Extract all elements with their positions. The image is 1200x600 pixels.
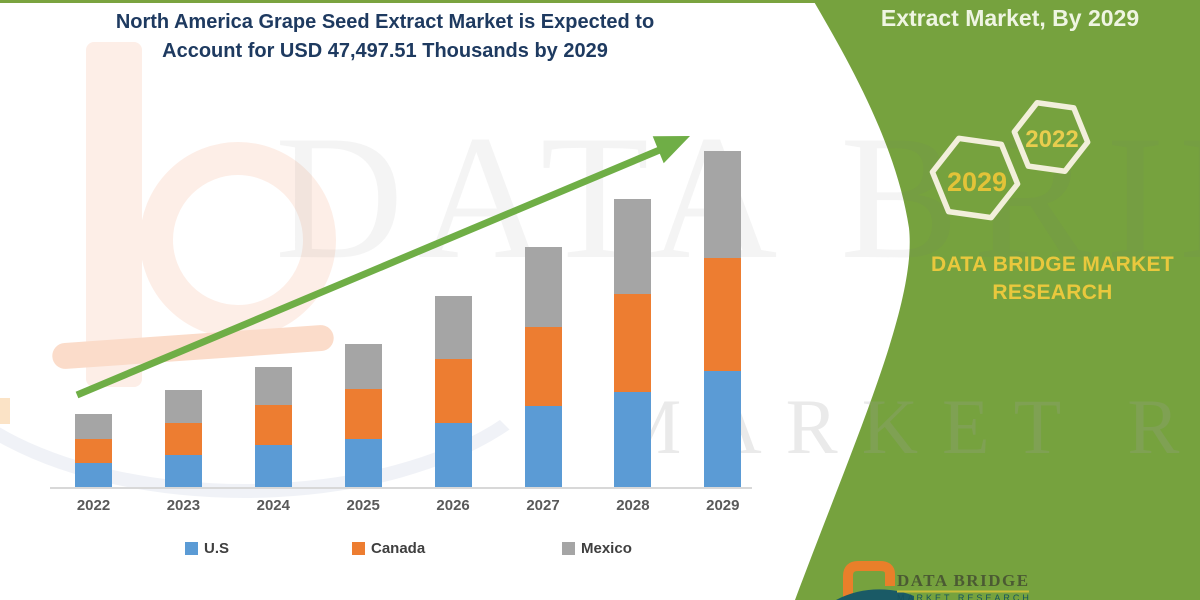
bar-segment-us-2024 — [254, 445, 292, 488]
brand-text: DATA BRIDGE MARKET RESEARCH — [920, 251, 1185, 307]
bar-segment-canada-2022 — [75, 439, 112, 463]
top-border-strip — [0, 0, 1200, 3]
logo-title: DATA BRIDGE — [897, 571, 1030, 590]
bar-segment-mexico-2024 — [254, 367, 292, 405]
bar-segment-mexico-2022 — [75, 414, 112, 439]
panel-heading: Extract Market, By 2029 — [880, 5, 1140, 31]
logo-subtitle: MARKET RESEARCH — [897, 593, 1032, 600]
x-axis-label-2027: 2027 — [526, 497, 560, 514]
brand-text-line1: DATA BRIDGE MARKET — [931, 253, 1174, 276]
bar-segment-mexico-2027 — [524, 247, 562, 327]
hexagon-2029-label: 2029 — [946, 167, 1008, 197]
legend-label: U.S — [204, 540, 230, 557]
legend-item-canada: Canada — [352, 540, 425, 557]
x-axis-label-2023: 2023 — [166, 497, 201, 514]
legend-swatch-icon — [562, 542, 575, 555]
bar-segment-canada-2024 — [254, 405, 292, 445]
x-axis-label-2022: 2022 — [76, 497, 111, 514]
bar-segment-us-2028 — [614, 392, 652, 488]
bar-segment-mexico-2028 — [614, 199, 652, 294]
data-bridge-logo: DATA BRIDGE MARKET RESEARCH — [836, 561, 1032, 600]
bar-segment-mexico-2029 — [704, 151, 742, 258]
bar-segment-us-2023 — [164, 454, 202, 488]
bar-segment-us-2027 — [524, 406, 562, 488]
bar-segment-us-2026 — [434, 423, 472, 488]
x-axis-label-2028: 2028 — [616, 497, 650, 514]
bar-segment-mexico-2023 — [164, 390, 202, 423]
legend-label: Mexico — [581, 540, 632, 557]
chart-title-line2: Account for USD 47,497.51 Thousands by 2… — [162, 40, 608, 62]
bar-segment-us-2029 — [704, 371, 742, 488]
bar-segment-us-2025 — [344, 439, 382, 488]
bar-segment-canada-2028 — [614, 294, 652, 392]
bar-segment-canada-2023 — [164, 423, 202, 455]
chart-title-line1: North America Grape Seed Extract Market … — [115, 11, 655, 33]
bar-segment-canada-2029 — [704, 258, 742, 371]
chart-title: North America Grape Seed Extract Market … — [25, 8, 745, 66]
legend-swatch-icon — [185, 542, 198, 555]
bar-segment-canada-2027 — [524, 327, 562, 406]
bar-segment-mexico-2026 — [434, 296, 472, 359]
legend-label: Canada — [371, 540, 426, 557]
bar-segment-canada-2025 — [344, 389, 382, 439]
legend-item-mexico: Mexico — [562, 540, 632, 557]
hexagon-2022-label: 2022 — [1025, 126, 1079, 153]
bar-segment-mexico-2025 — [344, 344, 382, 389]
x-axis-label-2025: 2025 — [346, 497, 380, 514]
bar-segment-us-2022 — [75, 463, 112, 488]
brand-text-line2: RESEARCH — [992, 281, 1113, 304]
x-axis-label-2024: 2024 — [256, 497, 290, 514]
x-axis-label-2026: 2026 — [436, 497, 470, 514]
x-axis-line — [50, 487, 752, 489]
legend-swatch-icon — [352, 542, 365, 555]
bar-segment-canada-2026 — [434, 359, 472, 423]
legend-item-us: U.S — [185, 540, 229, 557]
x-axis-label-2029: 2029 — [706, 497, 740, 514]
